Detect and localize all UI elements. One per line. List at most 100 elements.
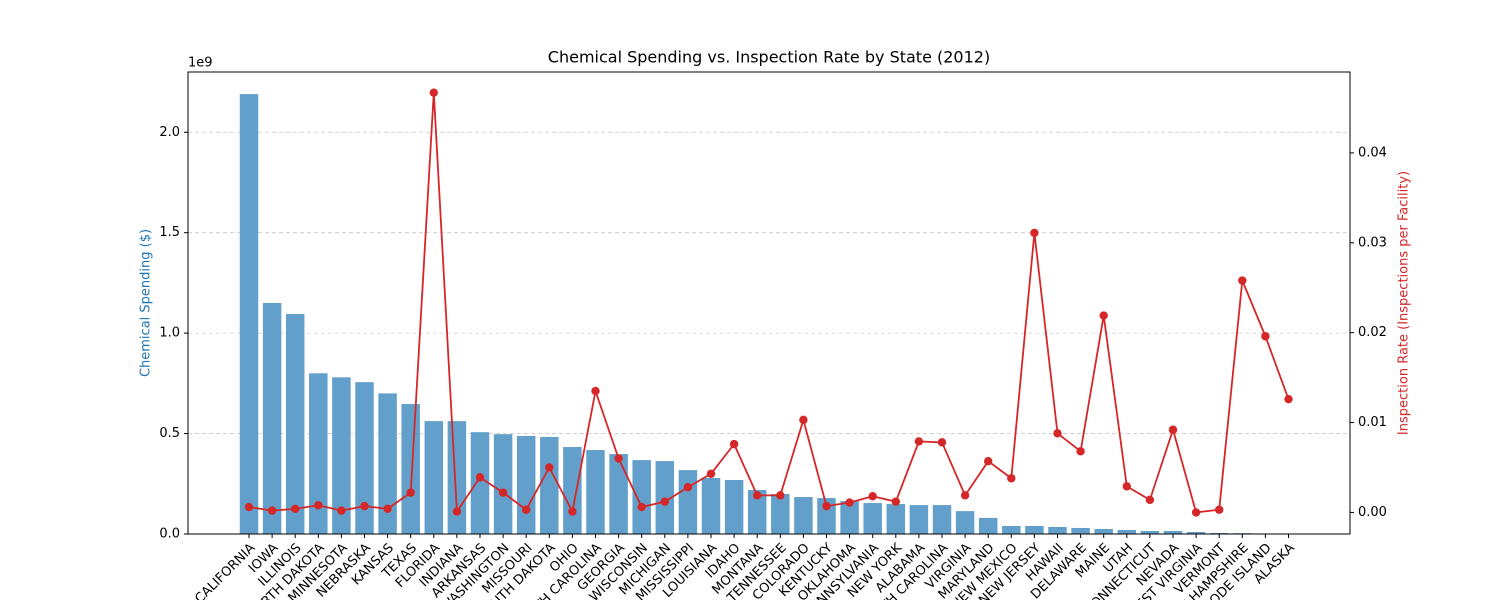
point xyxy=(452,507,462,516)
bar xyxy=(1002,525,1021,534)
point xyxy=(429,88,438,97)
bar xyxy=(563,447,582,534)
point xyxy=(706,469,716,478)
bar xyxy=(540,436,559,534)
point xyxy=(1122,482,1132,491)
point xyxy=(1030,228,1039,238)
bar xyxy=(332,377,351,534)
point xyxy=(1053,429,1062,438)
point xyxy=(914,437,924,446)
bar xyxy=(771,494,790,534)
point xyxy=(591,386,600,396)
point xyxy=(337,506,346,515)
y2-axis-label: Inspection Rate (Inspections per Facilit… xyxy=(1397,171,1412,435)
bar xyxy=(724,479,744,534)
point xyxy=(1261,332,1270,341)
bar xyxy=(424,421,444,534)
y2-tick-label: 0.00 xyxy=(1358,505,1387,520)
bar xyxy=(886,504,906,534)
point xyxy=(984,456,993,466)
point xyxy=(475,473,485,482)
bar xyxy=(1140,530,1160,534)
y-tick-label: 2.0 xyxy=(159,125,180,140)
point xyxy=(614,454,623,463)
chart-title: Chemical Spending vs. Inspection Rate by… xyxy=(548,48,990,67)
point xyxy=(498,488,508,497)
point xyxy=(267,506,277,515)
point xyxy=(1007,474,1016,483)
bar xyxy=(285,314,305,534)
point xyxy=(822,501,831,511)
line xyxy=(248,92,1290,515)
point xyxy=(1145,495,1155,505)
point xyxy=(960,491,970,500)
point xyxy=(845,498,854,507)
bar xyxy=(470,432,490,534)
plot-frame xyxy=(187,71,1351,535)
point xyxy=(522,505,531,514)
point xyxy=(1076,447,1085,456)
point xyxy=(383,504,392,514)
point xyxy=(244,502,254,512)
point xyxy=(637,502,646,512)
bar xyxy=(1048,526,1067,534)
point xyxy=(314,501,323,510)
bar xyxy=(378,393,397,534)
point xyxy=(1238,276,1247,285)
y2-tick-label: 0.01 xyxy=(1358,415,1387,430)
bar xyxy=(609,454,628,534)
point xyxy=(360,501,369,511)
bar xyxy=(516,435,536,534)
bar xyxy=(401,404,420,534)
bar xyxy=(355,382,374,534)
point xyxy=(568,507,577,516)
bar xyxy=(1025,525,1044,534)
bar xyxy=(817,498,836,534)
point xyxy=(937,438,947,447)
point xyxy=(545,463,554,472)
y-offset-label: 1e9 xyxy=(188,56,213,71)
y-tick-label: 0.0 xyxy=(159,527,180,542)
point xyxy=(776,491,785,500)
y2-tick-label: 0.04 xyxy=(1358,145,1387,160)
point xyxy=(1215,505,1224,514)
point xyxy=(1191,508,1201,517)
bar xyxy=(1094,528,1113,534)
bar xyxy=(1117,529,1137,534)
bar xyxy=(239,94,259,535)
point xyxy=(729,439,739,449)
bar xyxy=(932,505,952,534)
bar xyxy=(586,450,605,534)
bar xyxy=(1186,531,1206,534)
point xyxy=(683,483,693,492)
bar xyxy=(863,503,882,534)
bar xyxy=(1071,527,1090,534)
bar xyxy=(309,373,328,534)
bar xyxy=(747,490,767,534)
point xyxy=(291,504,300,514)
bar xyxy=(909,505,929,534)
point xyxy=(753,491,762,500)
point xyxy=(799,415,808,425)
point xyxy=(660,497,669,506)
bar xyxy=(678,470,698,534)
y-tick-label: 1.0 xyxy=(159,326,180,341)
bar xyxy=(493,434,513,534)
bar xyxy=(632,460,651,534)
point xyxy=(1168,425,1178,434)
point xyxy=(868,492,877,501)
bar xyxy=(1209,532,1229,534)
bar xyxy=(262,303,282,534)
y-tick-label: 0.5 xyxy=(159,426,180,441)
point xyxy=(891,497,900,506)
bar xyxy=(978,517,998,534)
y2-tick-label: 0.02 xyxy=(1358,325,1387,340)
point xyxy=(1284,394,1293,404)
y2-tick-label: 0.03 xyxy=(1358,235,1387,250)
bar xyxy=(1163,530,1183,534)
bar xyxy=(955,511,975,534)
y-tick-label: 1.5 xyxy=(159,225,180,240)
bar xyxy=(794,497,813,534)
point xyxy=(406,488,415,497)
